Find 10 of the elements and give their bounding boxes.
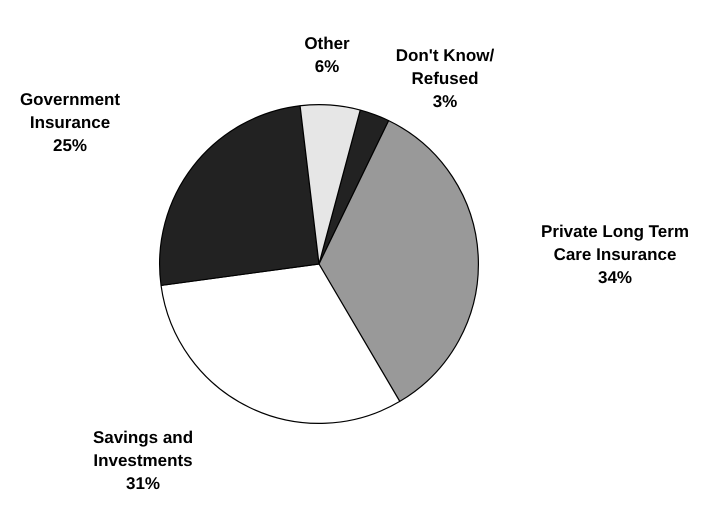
slice-label: Government Insurance (20, 90, 120, 132)
data-label: 3% (432, 92, 458, 112)
data-label: 34% (598, 268, 632, 288)
data-label: 6% (314, 57, 340, 76)
slice-label: Private Long Term Care Insurance (541, 222, 689, 264)
slice-label: Other (304, 34, 350, 54)
slice-label: Don't Know/ Refused (396, 46, 495, 88)
data-label: 25% (52, 136, 88, 156)
slice-label: Savings and Investments (92, 428, 194, 470)
data-label: 31% (126, 474, 160, 494)
